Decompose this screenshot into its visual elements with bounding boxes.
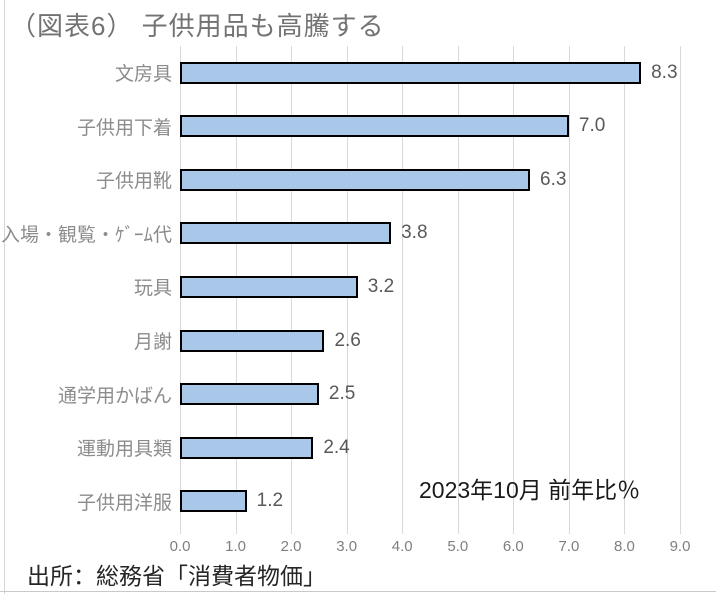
category-label: 子供用下着 xyxy=(76,117,172,139)
bar xyxy=(180,383,319,406)
cell-border-left xyxy=(4,0,5,594)
bar-row: 子供用下着 7.0 xyxy=(0,100,716,154)
category-label: 文房具 xyxy=(114,64,172,86)
gridline xyxy=(680,46,681,534)
cell-border-bottom xyxy=(0,591,716,592)
value-label: 8.3 xyxy=(651,61,678,83)
value-label: 3.2 xyxy=(367,275,395,297)
value-label: 2.5 xyxy=(328,383,356,405)
gridline xyxy=(457,46,459,534)
bar-row: 入場・観覧・ｹﾞｰﾑ代 3.8 xyxy=(0,207,716,261)
category-label: 通学用かばん xyxy=(57,385,172,407)
annotation-label: 2023年10月 前年比％ xyxy=(419,477,641,503)
x-tick-label: 9.0 xyxy=(669,538,691,555)
bar-row: 玩具 3.2 xyxy=(0,260,716,314)
bar-row: 子供用靴 6.3 xyxy=(0,153,716,207)
bar xyxy=(180,329,325,352)
category-label: 運動用具類 xyxy=(76,439,172,461)
x-tick-label: 5.0 xyxy=(447,538,469,555)
category-label: 入場・観覧・ｹﾞｰﾑ代 xyxy=(0,224,172,246)
value-label: 6.3 xyxy=(540,168,567,190)
bar xyxy=(180,61,642,84)
source-note: 出所：総務省「消費者物価」 xyxy=(27,563,326,589)
x-tick-label: 6.0 xyxy=(502,538,524,555)
x-tick-label: 0.0 xyxy=(169,538,191,555)
category-label: 月謝 xyxy=(133,332,172,354)
bar xyxy=(180,490,247,513)
bar-row: 通学用かばん 2.5 xyxy=(0,367,716,421)
bar xyxy=(180,168,530,191)
value-label: 7.0 xyxy=(578,115,606,137)
chart-title: （図表6） 子供用品も高騰する xyxy=(10,11,385,41)
value-label: 1.2 xyxy=(256,490,284,512)
bar xyxy=(180,275,358,298)
bar-row: 子供用洋服 1.2 xyxy=(0,474,716,528)
bar xyxy=(180,115,569,138)
value-label: 2.4 xyxy=(323,436,350,458)
value-label: 3.8 xyxy=(401,222,428,244)
x-tick-label: 7.0 xyxy=(558,538,580,555)
category-label: 子供用靴 xyxy=(95,171,172,193)
gridline xyxy=(568,46,570,534)
bar xyxy=(180,436,314,459)
category-label: 玩具 xyxy=(133,278,172,300)
bar xyxy=(180,222,392,245)
category-label: 子供用洋服 xyxy=(76,492,172,514)
gridline xyxy=(513,46,515,534)
x-tick-label: 3.0 xyxy=(336,538,358,555)
x-tick-label: 1.0 xyxy=(225,538,246,555)
bar-row: 運動用具類 2.4 xyxy=(0,421,716,475)
x-tick-label: 8.0 xyxy=(614,538,635,555)
bar-row: 月謝 2.6 xyxy=(0,314,716,368)
x-tick-label: 2.0 xyxy=(280,538,302,555)
gridline xyxy=(624,46,626,534)
gridline xyxy=(402,46,404,534)
x-tick-label: 4.0 xyxy=(391,538,413,555)
value-label: 2.6 xyxy=(334,329,361,351)
bar-row: 文房具 8.3 xyxy=(0,46,716,100)
